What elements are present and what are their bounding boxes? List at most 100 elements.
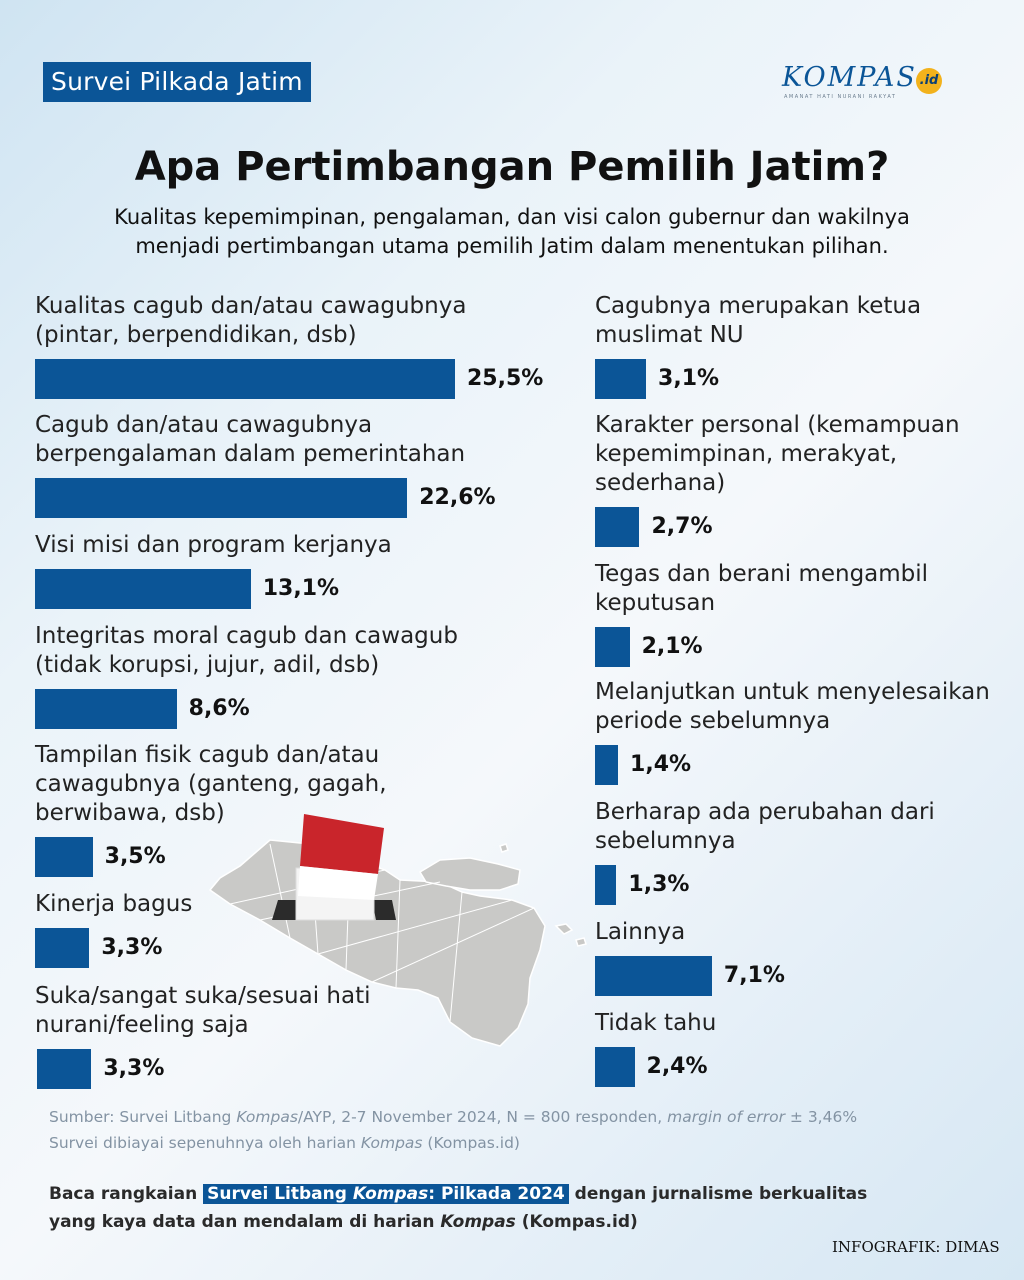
cta-site: (Kompas.id) <box>515 1212 638 1232</box>
category-label: sebelumnya <box>595 828 736 854</box>
data-label: 13,1% <box>262 576 340 601</box>
chart-item: Cagub dan/atau cawagubnya berpengalaman d… <box>35 411 496 518</box>
bar <box>35 928 90 968</box>
category-label: Karakter personal (kemampuan <box>595 412 960 438</box>
data-label: 7,1% <box>723 963 785 988</box>
data-label: 2,4% <box>646 1054 708 1079</box>
category-label: Kualitas cagub dan/atau cawagubnya <box>35 293 467 319</box>
data-label: 3,1% <box>658 366 720 391</box>
category-label: Integritas moral cagub dan cawagub <box>35 623 458 649</box>
source-text: Sumber: Survei Litbang <box>49 1108 237 1126</box>
infographic-credit: INFOGRAFIK: DIMAS <box>832 1238 1000 1256</box>
chart-item: Karakter personal (kemampuan kepemimpinan… <box>595 411 960 547</box>
chart-item: Tampilan fisik cagub dan/atau cawagubnya … <box>35 741 387 877</box>
page-title: Apa Pertimbangan Pemilih Jatim? <box>134 144 890 190</box>
funding-text: Survei dibiayai sepenuhnya oleh harian <box>49 1134 361 1152</box>
category-label: (pintar, berpendidikan, dsb) <box>35 322 357 348</box>
chart-item: Lainnya 7,1% <box>595 918 785 996</box>
bar <box>595 956 712 996</box>
category-label: Berharap ada perubahan dari <box>595 799 935 825</box>
bar <box>35 837 93 877</box>
chart-item: Berharap ada perubahan dari sebelumnya 1,3… <box>595 798 935 905</box>
bar <box>35 569 251 609</box>
source-details: /AYP, 2-7 November 2024, N = 800 respond… <box>297 1108 668 1126</box>
data-label: 25,5% <box>466 366 544 391</box>
subtitle-line-2: menjadi pertimbangan utama pemilih Jatim… <box>135 234 889 258</box>
bar <box>35 478 408 518</box>
category-label: nurani/feeling saja <box>35 1012 249 1038</box>
data-label: 3,5% <box>104 844 166 869</box>
category-label: Tegas dan berani mengambil <box>595 561 929 587</box>
cta-kompas: Kompas <box>440 1212 516 1232</box>
chart-item: Tidak tahu 2,4% <box>595 1009 716 1087</box>
series-link-kompas: Kompas <box>352 1184 429 1204</box>
logo-wordmark: KOMPAS <box>782 62 917 93</box>
category-label: periode sebelumnya <box>595 708 831 734</box>
flag-white-band <box>298 866 378 900</box>
chart-item: Suka/sangat suka/sesuai hati nurani/feeli… <box>35 982 371 1089</box>
category-label: berpengalaman dalam pemerintahan <box>35 441 466 467</box>
page-subtitle: Kualitas kepemimpinan, pengalaman, dan v… <box>60 203 964 261</box>
bar <box>37 1049 92 1089</box>
read-more-note: Baca rangkaian Survei Litbang Kompas: Pi… <box>49 1180 867 1236</box>
bar <box>595 359 647 399</box>
map-madura <box>418 857 521 891</box>
bar <box>595 627 630 667</box>
source-moe-label: margin of error <box>667 1108 785 1126</box>
category-label: Tampilan fisik cagub dan/atau <box>35 742 380 768</box>
data-label: 22,6% <box>419 485 496 510</box>
bar <box>595 1047 635 1087</box>
category-label: muslimat NU <box>595 322 744 348</box>
data-label: 2,1% <box>641 634 703 659</box>
category-label: Lainnya <box>595 919 686 945</box>
survey-badge: Survei Pilkada Jatim <box>43 62 311 102</box>
chart-item: Tegas dan berani mengambil keputusan 2,1% <box>595 560 929 667</box>
logo-tagline: AMANAT HATI NURANI RAKYAT <box>784 94 897 100</box>
category-label: sederhana) <box>595 470 726 496</box>
logo-id-dot: .id <box>916 68 942 94</box>
category-label: cawagubnya (ganteng, gagah, <box>35 771 387 797</box>
funding-kompas: Kompas <box>360 1134 423 1152</box>
category-label: Cagub dan/atau cawagubnya <box>35 412 373 438</box>
cta-text: Baca rangkaian <box>49 1184 204 1204</box>
kompas-logo[interactable]: KOMPAS .id AMANAT HATI NURANI RAKYAT <box>782 62 952 102</box>
series-link-b: : Pilkada 2024 <box>428 1184 565 1204</box>
source-note: Sumber: Survei Litbang Kompas/AYP, 2-7 N… <box>49 1104 857 1156</box>
source-kompas: Kompas <box>236 1108 298 1126</box>
series-link[interactable]: Survei Litbang Kompas: Pilkada 2024 <box>203 1184 569 1204</box>
data-label: 1,4% <box>630 752 692 777</box>
category-label: Kinerja bagus <box>35 891 193 917</box>
cta-text-2: dengan jurnalisme berkualitas <box>568 1184 868 1204</box>
chart-item: Cagubnya merupakan ketua muslimat NU 3,1% <box>595 292 922 399</box>
bar <box>595 865 617 905</box>
chart-item: Kualitas cagub dan/atau cawagubnya (pinta… <box>35 292 543 399</box>
ballot-box-right-slot <box>372 900 396 920</box>
category-label: keputusan <box>595 590 716 616</box>
category-label: berwibawa, dsb) <box>35 800 225 826</box>
bar <box>595 745 619 785</box>
ballot-box-left-slot <box>272 900 300 920</box>
data-label: 3,3% <box>101 935 163 960</box>
flag-red-band <box>300 814 384 874</box>
category-label: Cagubnya merupakan ketua <box>595 293 922 319</box>
funding-site: (Kompas.id) <box>422 1134 520 1152</box>
category-label: Visi misi dan program kerjanya <box>35 532 392 558</box>
bar <box>35 689 177 729</box>
data-label: 1,3% <box>628 872 690 897</box>
map-small-islands <box>499 843 587 947</box>
subtitle-line-1: Kualitas kepemimpinan, pengalaman, dan v… <box>114 205 910 229</box>
data-label: 8,6% <box>188 696 250 721</box>
chart-item: Integritas moral cagub dan cawagub (tidak… <box>35 622 458 729</box>
category-label: kepemimpinan, merakyat, <box>595 441 898 467</box>
data-label: 3,3% <box>103 1056 165 1081</box>
bar <box>35 359 455 399</box>
category-label: Suka/sangat suka/sesuai hati <box>35 983 371 1009</box>
chart-item: Visi misi dan program kerjanya 13,1% <box>35 531 392 609</box>
cta-text-3: yang kaya data dan mendalam di harian <box>49 1212 441 1232</box>
category-label: Melanjutkan untuk menyelesaikan <box>595 679 990 705</box>
chart-item: Kinerja bagus 3,3% <box>35 890 193 968</box>
chart-item: Melanjutkan untuk menyelesaikan periode s… <box>595 678 990 785</box>
east-java-map-illustration <box>208 814 587 1047</box>
data-label: 2,7% <box>651 514 713 539</box>
bar <box>595 507 640 547</box>
